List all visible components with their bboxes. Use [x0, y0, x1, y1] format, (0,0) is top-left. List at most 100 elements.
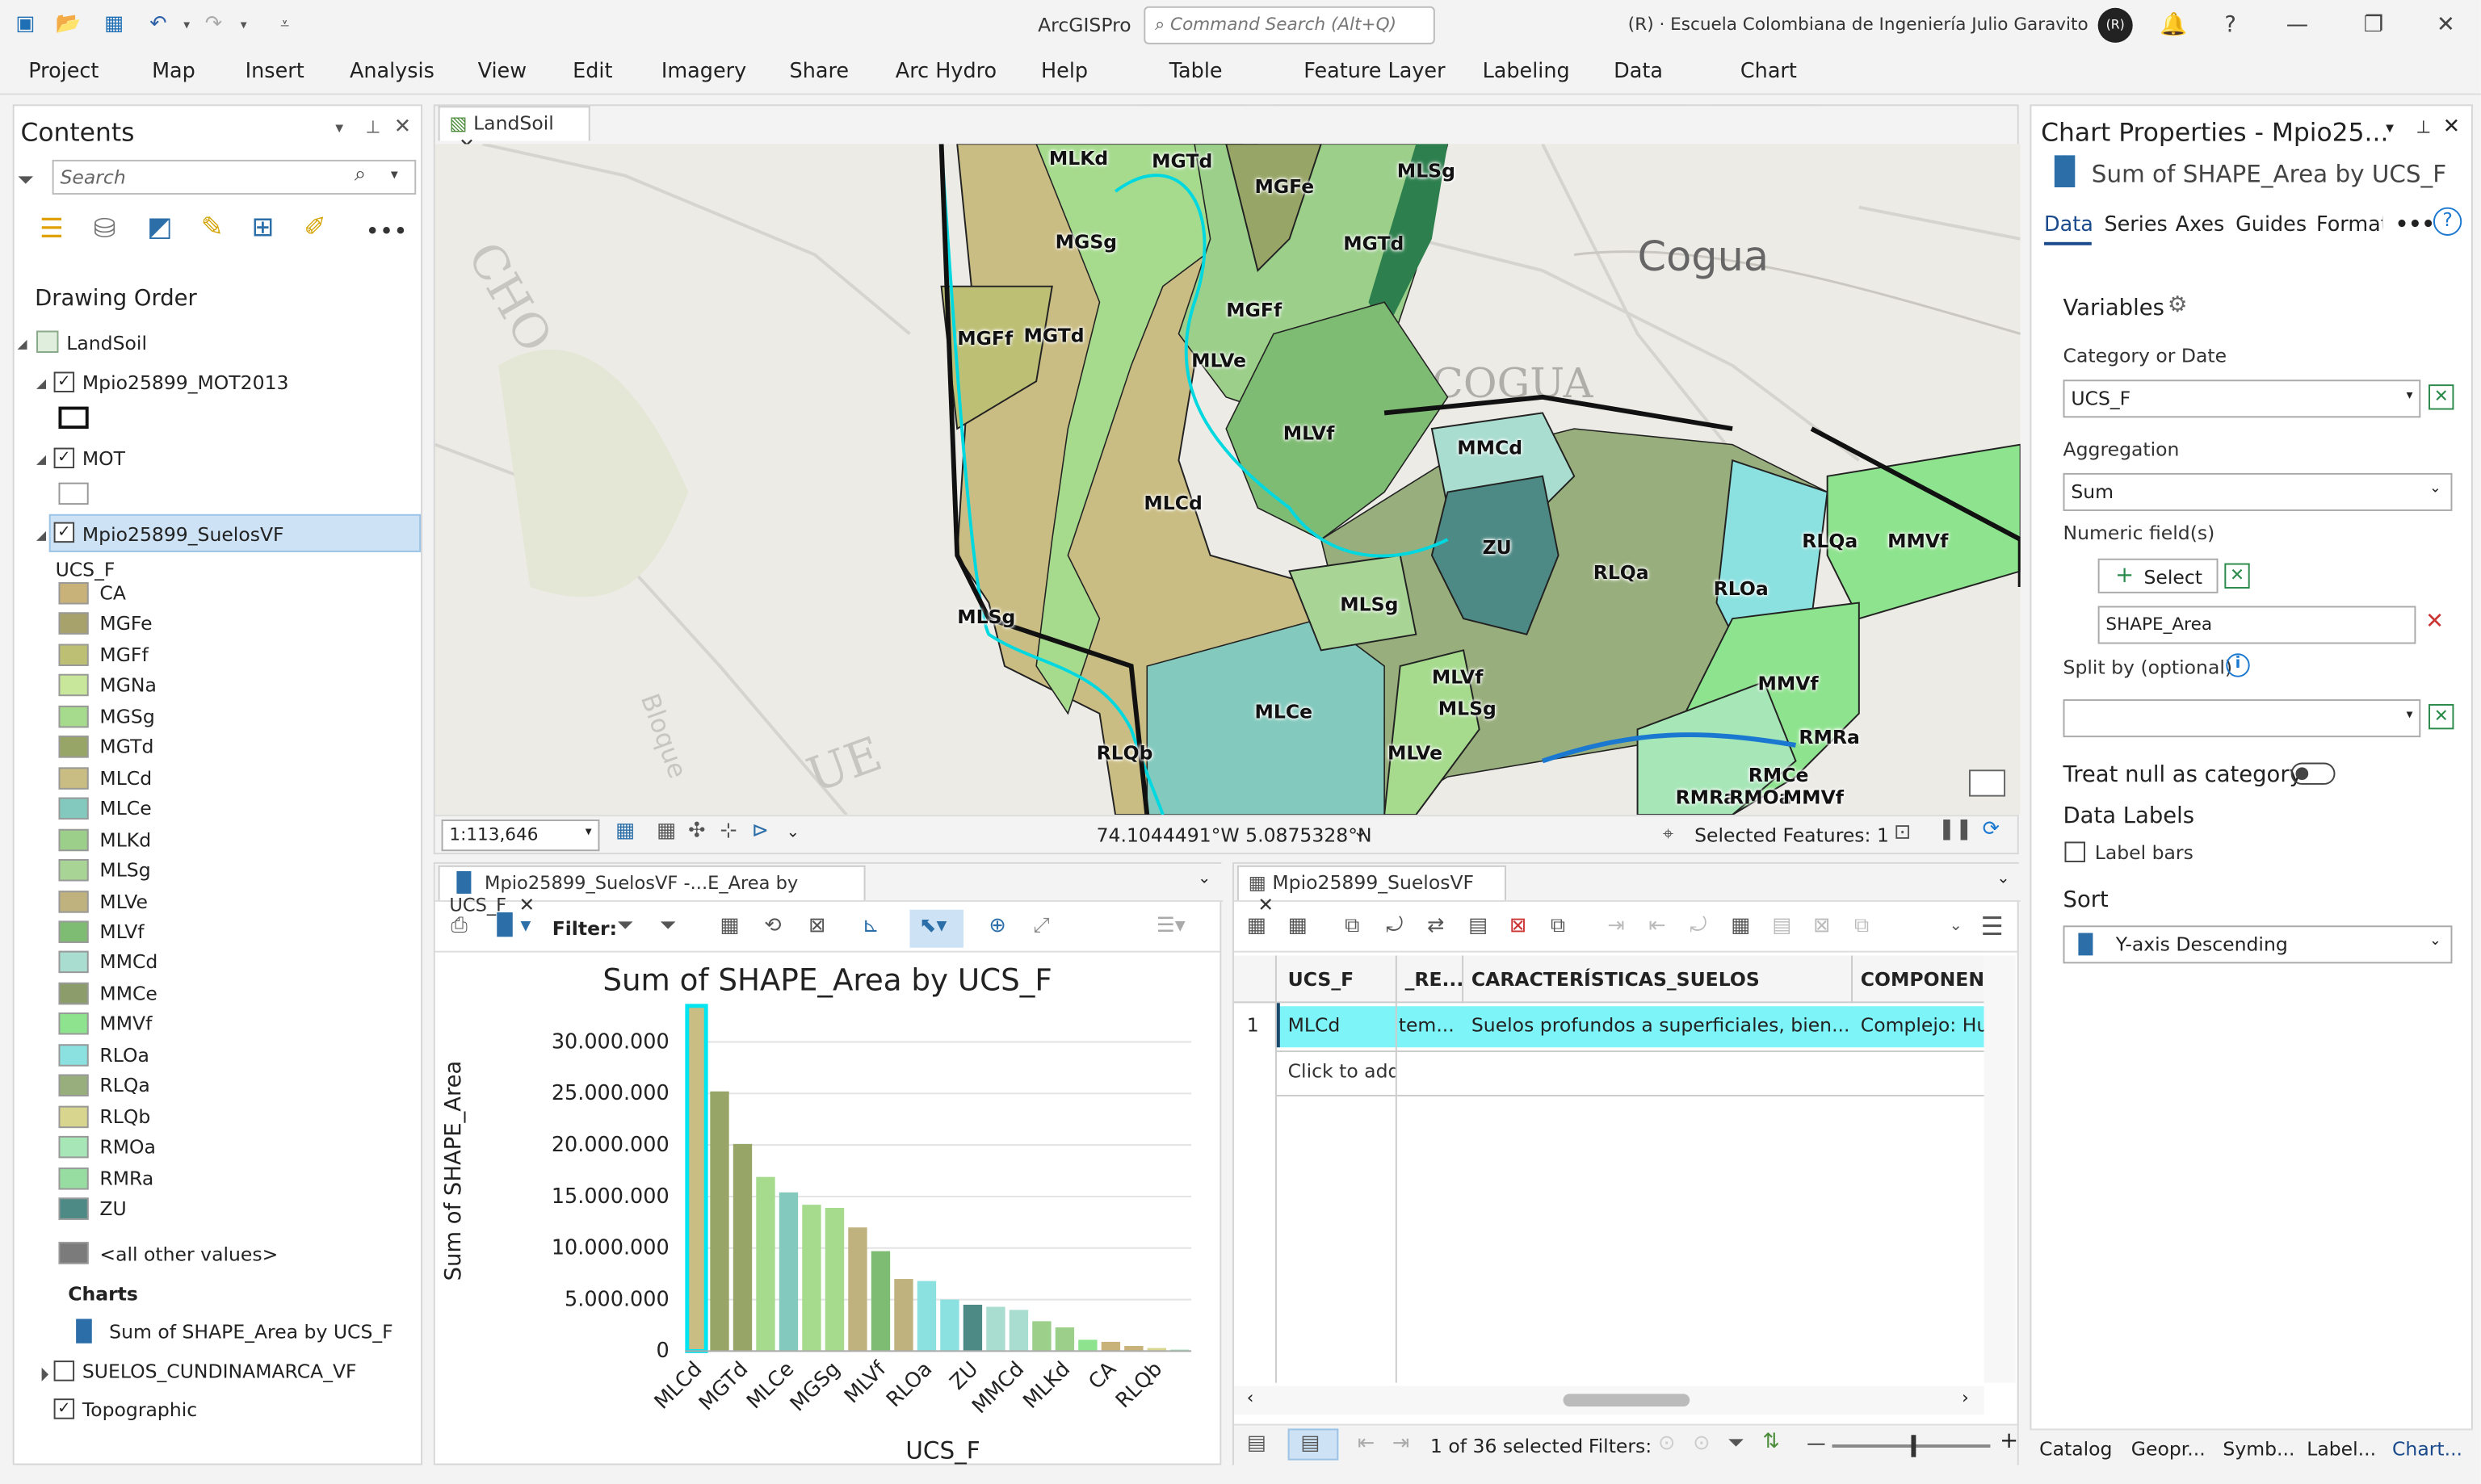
- chart-bar[interactable]: [710, 1091, 729, 1352]
- legend-swatch[interactable]: [58, 920, 89, 943]
- chart-bar[interactable]: [1032, 1321, 1052, 1352]
- tab-attribute-table[interactable]: ▦ Mpio25899_SuelosVF ✕: [1236, 865, 1506, 916]
- toc-map-landsoil[interactable]: LandSoil: [66, 332, 147, 354]
- chart-bar[interactable]: [1101, 1341, 1121, 1352]
- zoom-to-selection-icon[interactable]: ⤾: [1386, 914, 1404, 938]
- map-scale-select[interactable]: 1:113,646 ▾: [441, 820, 600, 852]
- tab-table[interactable]: Table: [1169, 60, 1223, 84]
- selected-features-count[interactable]: Selected Features: 1: [1694, 824, 1889, 847]
- layer-symbol-swatch[interactable]: [58, 482, 89, 505]
- undo-dropdown-icon[interactable]: ▾: [183, 17, 191, 32]
- chart-bar[interactable]: [963, 1304, 983, 1352]
- chevron-down-icon[interactable]: ⌄: [786, 824, 800, 842]
- legend-swatch[interactable]: [58, 1136, 89, 1159]
- copy-selected-icon[interactable]: ⧉: [1550, 914, 1566, 938]
- remove-field-icon[interactable]: ✕: [2425, 609, 2445, 635]
- zoom-out-icon[interactable]: —: [1807, 1432, 1826, 1454]
- more-tabs-icon[interactable]: •••: [2395, 213, 2435, 237]
- tab-chart-view[interactable]: ▐▌ Mpio25899_SuelosVF -...E_Area by UCS_…: [438, 865, 866, 916]
- tab-share[interactable]: Share: [789, 60, 850, 84]
- select-tool-icon[interactable]: ⬉▾: [919, 914, 947, 938]
- filter-extent-icon[interactable]: ⏷: [659, 914, 677, 938]
- legend-swatch[interactable]: [58, 736, 89, 759]
- chart-bar[interactable]: [940, 1299, 959, 1352]
- list-by-editing-icon[interactable]: ✎: [200, 212, 224, 244]
- tab-view[interactable]: View: [477, 60, 527, 84]
- contents-search-input[interactable]: Search ⌕ ▾: [52, 159, 417, 195]
- field-tool-icon[interactable]: ⇥: [1607, 914, 1625, 938]
- help-icon[interactable]: ?: [2224, 12, 2236, 39]
- snapping-icon[interactable]: ⊹: [720, 820, 737, 844]
- tab-labeling[interactable]: Labeling: [1482, 60, 1570, 84]
- select-by-attributes-icon[interactable]: ⧉: [1345, 914, 1360, 938]
- table-cell[interactable]: Complejo: Hu: [1860, 1014, 1984, 1037]
- legend-swatch[interactable]: [58, 766, 89, 790]
- notifications-bell-icon[interactable]: 🔔: [2160, 12, 2188, 39]
- field-tool-icon[interactable]: ▤: [1772, 914, 1792, 938]
- layer-visibility-checkbox[interactable]: ✓: [53, 447, 75, 469]
- tab-imagery[interactable]: Imagery: [661, 60, 747, 84]
- tab-help[interactable]: Help: [1041, 60, 1089, 84]
- tab-guides[interactable]: Guides: [2235, 213, 2307, 237]
- legend-swatch[interactable]: [58, 797, 89, 820]
- split-by-select[interactable]: ▾: [2063, 699, 2421, 738]
- first-record-icon[interactable]: ⇤: [1357, 1432, 1375, 1456]
- tab-labeling[interactable]: Label...: [2307, 1438, 2377, 1461]
- chevron-down-icon[interactable]: ▾: [390, 167, 398, 184]
- field-tool-icon[interactable]: ▦: [1731, 914, 1751, 938]
- customize-toolbar-icon[interactable]: ⩡: [280, 15, 290, 34]
- toc-layer-selected-row[interactable]: [48, 514, 422, 552]
- tab-feature-layer[interactable]: Feature Layer: [1303, 60, 1446, 84]
- tab-chart-properties[interactable]: Chart...: [2392, 1438, 2463, 1461]
- close-icon[interactable]: ✕: [2442, 115, 2461, 140]
- close-icon[interactable]: ✕: [393, 115, 412, 140]
- list-by-snapping-icon[interactable]: ⊞: [251, 212, 275, 244]
- field-tool-icon[interactable]: ⧉: [1853, 914, 1870, 938]
- chevron-down-icon[interactable]: ▾: [2386, 119, 2395, 138]
- open-project-icon[interactable]: 📂: [55, 12, 82, 37]
- legend-swatch-other[interactable]: [58, 1242, 89, 1264]
- expand-icon[interactable]: ◢: [36, 528, 47, 543]
- list-by-selection-icon[interactable]: ◩: [147, 212, 173, 244]
- toc-layer-mot2013[interactable]: Mpio25899_MOT2013: [82, 371, 289, 394]
- export-chart-icon[interactable]: ⎙: [451, 914, 468, 938]
- legend-swatch[interactable]: [58, 1074, 89, 1097]
- chart-bar[interactable]: [779, 1192, 799, 1352]
- chart-bar[interactable]: [917, 1281, 937, 1352]
- legend-swatch[interactable]: [58, 828, 89, 851]
- minimize-icon[interactable]: —: [2286, 12, 2309, 39]
- show-selected-records-button[interactable]: [1287, 1428, 1339, 1461]
- chevron-down-icon[interactable]: ⌄: [1949, 917, 1963, 936]
- more-options-icon[interactable]: •••: [365, 216, 408, 245]
- sql-expression-icon[interactable]: ✕: [2429, 384, 2454, 410]
- zoom-slider-handle[interactable]: [1911, 1435, 1916, 1457]
- clear-selection-icon[interactable]: ▤: [1467, 914, 1488, 938]
- table-grid-icon[interactable]: ▦: [656, 820, 677, 844]
- column-header[interactable]: UCS_F: [1287, 968, 1354, 991]
- table-row[interactable]: [1274, 1006, 1984, 1048]
- bar-chart[interactable]: Sum of SHAPE_Area by UCS_F 0 5.000.000 10.0…: [435, 956, 1220, 1465]
- toc-basemap-topographic[interactable]: Topographic: [82, 1398, 198, 1421]
- axis-icon[interactable]: ⊾: [862, 914, 880, 938]
- restore-icon[interactable]: ❐: [2363, 12, 2384, 39]
- chart-bar[interactable]: [1009, 1310, 1029, 1352]
- chevron-down-icon[interactable]: ⌄: [1996, 870, 2010, 888]
- open-table-icon[interactable]: ▦: [720, 914, 740, 938]
- legend-swatch[interactable]: [58, 674, 89, 697]
- tab-data[interactable]: Data: [1614, 60, 1664, 84]
- filter-extent-icon[interactable]: ⊙: [1658, 1432, 1676, 1456]
- filter-icon[interactable]: ⏷: [17, 169, 34, 194]
- label-bars-checkbox[interactable]: [2064, 841, 2085, 862]
- field-tool-icon[interactable]: ⇤: [1648, 914, 1666, 938]
- sync-icon[interactable]: ⟲: [764, 914, 782, 938]
- legend-swatch[interactable]: [58, 643, 89, 666]
- tab-analysis[interactable]: Analysis: [349, 60, 434, 84]
- legend-swatch[interactable]: [58, 613, 89, 635]
- filter-selection-icon[interactable]: ⏷: [617, 914, 634, 938]
- toc-layer-mot[interactable]: MOT: [82, 447, 126, 470]
- tab-edit[interactable]: Edit: [573, 60, 613, 84]
- select-fields-button[interactable]: + Select: [2097, 558, 2219, 593]
- last-record-icon[interactable]: ⇥: [1392, 1432, 1410, 1456]
- table-cell[interactable]: Suelos profundos a superficiales, bien..…: [1471, 1014, 1850, 1037]
- toc-layer-cundinamarca[interactable]: SUELOS_CUNDINAMARCA_VF: [82, 1360, 357, 1383]
